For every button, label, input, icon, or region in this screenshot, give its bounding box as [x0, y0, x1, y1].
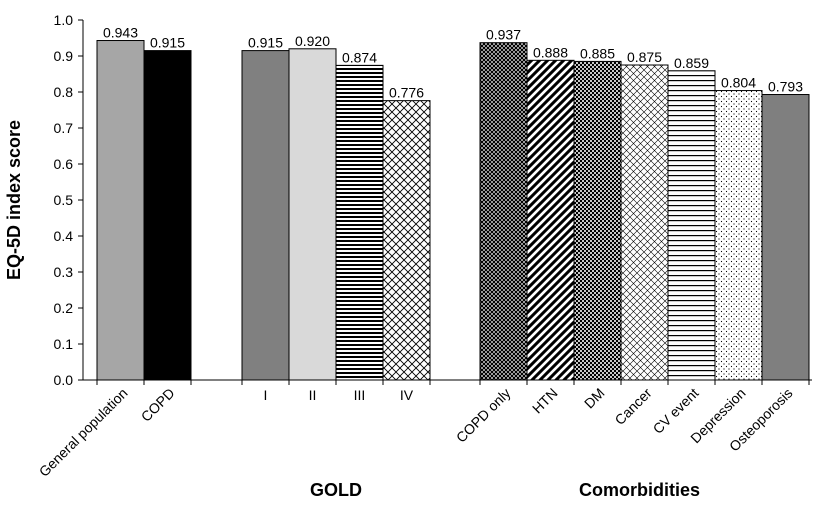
x-tick-label: COPD: [138, 385, 178, 425]
data-label: 0.915: [150, 35, 185, 51]
y-tick-label: 0.3: [54, 264, 74, 280]
bar-cv-event: [667, 70, 716, 381]
data-label: 0.915: [248, 35, 283, 51]
data-label: 0.885: [580, 45, 615, 61]
x-tick-label: General population: [36, 385, 131, 480]
group-label: GOLD: [310, 480, 362, 500]
y-tick-label: 0.0: [54, 372, 74, 388]
group-label: Comorbidities: [579, 480, 700, 500]
x-tick-label: Cancer: [611, 385, 654, 428]
bar-iii: [335, 64, 384, 381]
x-tick-label: DM: [581, 385, 608, 412]
y-tick-label: 0.5: [54, 192, 74, 208]
data-label: 0.859: [674, 55, 709, 71]
y-tick-label: 0.9: [54, 48, 74, 64]
x-tick-label: COPD only: [453, 385, 514, 446]
data-label: 0.776: [389, 85, 424, 101]
y-tick-label: 0.7: [54, 120, 74, 136]
data-label: 0.943: [103, 25, 138, 41]
y-axis: 0.0 0.1 0.2 0.3 0.4 0.5 0.6 0.7 0.8 0.9 1.0: [54, 12, 84, 388]
data-label: 0.874: [342, 49, 377, 65]
bar-osteoporosis: [761, 94, 810, 381]
data-label: 0.793: [768, 79, 803, 95]
x-tick-label: IV: [400, 387, 414, 403]
y-tick-label: 0.4: [54, 228, 74, 244]
data-label: 0.920: [295, 33, 330, 49]
x-tick-label: I: [264, 387, 268, 403]
x-tick-label: HTN: [529, 385, 561, 417]
bar-depression: [714, 90, 763, 381]
data-label: 0.804: [721, 75, 756, 91]
y-tick-label: 1.0: [54, 12, 74, 28]
y-tick-label: 0.6: [54, 156, 74, 172]
bar-iv: [382, 100, 431, 381]
bar-i: [241, 50, 290, 381]
bar-ii: [288, 48, 337, 381]
y-tick-label: 0.2: [54, 300, 74, 316]
bar-dm: [573, 60, 622, 381]
data-label: 0.888: [533, 44, 568, 60]
bar-general-population: [96, 40, 145, 381]
bars: 0.943 0.915 0.915 0.920 0.874 0.776 0.937 0.888…: [96, 25, 810, 381]
data-label: 0.937: [486, 27, 521, 43]
data-label: 0.875: [627, 49, 662, 65]
x-tick-label: II: [309, 387, 317, 403]
bar-cancer: [620, 64, 669, 381]
bar-copd-only: [479, 42, 528, 381]
x-tick-label: III: [354, 387, 366, 403]
y-tick-label: 0.1: [54, 336, 74, 352]
bar-copd: [143, 50, 192, 381]
y-tick-label: 0.8: [54, 84, 74, 100]
y-axis-title: EQ-5D index score: [4, 120, 24, 280]
bar-htn: [526, 59, 575, 381]
